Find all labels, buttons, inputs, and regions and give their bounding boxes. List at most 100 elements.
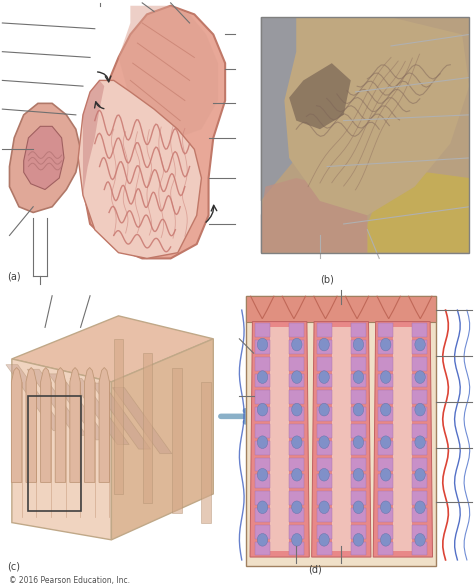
Polygon shape [412, 491, 428, 505]
Polygon shape [289, 390, 304, 404]
Text: © 2016 Pearson Education, Inc.: © 2016 Pearson Education, Inc. [9, 576, 130, 585]
Polygon shape [393, 328, 412, 551]
Polygon shape [378, 524, 393, 539]
Polygon shape [412, 323, 428, 337]
Polygon shape [378, 340, 393, 354]
Circle shape [319, 371, 329, 383]
Polygon shape [311, 322, 371, 557]
Polygon shape [317, 424, 332, 438]
Polygon shape [6, 364, 65, 431]
Polygon shape [412, 475, 428, 488]
Polygon shape [289, 475, 304, 488]
Circle shape [353, 338, 364, 351]
Bar [246, 296, 436, 565]
Circle shape [292, 436, 302, 448]
Polygon shape [351, 424, 366, 438]
Polygon shape [351, 407, 366, 421]
Polygon shape [255, 458, 270, 471]
Polygon shape [255, 441, 270, 455]
Polygon shape [289, 357, 304, 371]
Circle shape [257, 403, 268, 416]
Polygon shape [289, 441, 304, 455]
Polygon shape [378, 407, 393, 421]
Polygon shape [378, 458, 393, 471]
Circle shape [353, 501, 364, 513]
Polygon shape [261, 17, 320, 201]
Polygon shape [351, 390, 366, 404]
Polygon shape [317, 374, 332, 387]
Polygon shape [91, 383, 151, 449]
Polygon shape [412, 508, 428, 522]
Polygon shape [351, 491, 366, 505]
Polygon shape [317, 323, 332, 337]
Polygon shape [289, 374, 304, 387]
Polygon shape [255, 407, 270, 421]
Polygon shape [70, 367, 80, 482]
Polygon shape [289, 541, 304, 556]
Polygon shape [412, 524, 428, 539]
Text: (c): (c) [7, 561, 20, 571]
Polygon shape [412, 441, 428, 455]
Polygon shape [118, 6, 218, 138]
Circle shape [319, 501, 329, 513]
Polygon shape [317, 475, 332, 488]
Polygon shape [12, 359, 111, 540]
Circle shape [257, 436, 268, 448]
Circle shape [381, 371, 391, 383]
Bar [261, 17, 469, 253]
Polygon shape [11, 367, 22, 482]
Polygon shape [289, 63, 351, 129]
Polygon shape [378, 508, 393, 522]
Polygon shape [412, 458, 428, 471]
Circle shape [353, 436, 364, 448]
Polygon shape [351, 524, 366, 539]
Polygon shape [378, 390, 393, 404]
Polygon shape [55, 367, 65, 482]
Polygon shape [99, 367, 109, 482]
Circle shape [381, 403, 391, 416]
Polygon shape [317, 340, 332, 354]
Circle shape [319, 403, 329, 416]
Circle shape [353, 371, 364, 383]
Polygon shape [112, 388, 172, 454]
Polygon shape [261, 178, 367, 253]
Circle shape [381, 436, 391, 448]
Circle shape [415, 468, 425, 481]
Polygon shape [255, 475, 270, 488]
Polygon shape [289, 340, 304, 354]
Polygon shape [111, 339, 213, 540]
Polygon shape [289, 491, 304, 505]
Circle shape [381, 501, 391, 513]
Polygon shape [172, 367, 182, 513]
Circle shape [381, 468, 391, 481]
Circle shape [257, 371, 268, 383]
Circle shape [292, 338, 302, 351]
Polygon shape [317, 441, 332, 455]
Polygon shape [378, 491, 393, 505]
Polygon shape [412, 340, 428, 354]
Polygon shape [255, 491, 270, 505]
Polygon shape [255, 424, 270, 438]
Polygon shape [255, 524, 270, 539]
Circle shape [319, 338, 329, 351]
Circle shape [353, 533, 364, 546]
Text: (b): (b) [320, 274, 334, 284]
Circle shape [292, 468, 302, 481]
Polygon shape [255, 374, 270, 387]
Circle shape [257, 338, 268, 351]
Circle shape [415, 501, 425, 513]
Text: (d): (d) [308, 564, 322, 574]
Polygon shape [289, 508, 304, 522]
Polygon shape [378, 374, 393, 387]
Bar [28, 396, 81, 511]
Polygon shape [351, 323, 366, 337]
Polygon shape [24, 127, 64, 189]
Polygon shape [289, 524, 304, 539]
Circle shape [319, 436, 329, 448]
Circle shape [257, 533, 268, 546]
Polygon shape [255, 323, 270, 337]
Polygon shape [317, 524, 332, 539]
Polygon shape [317, 357, 332, 371]
Circle shape [257, 468, 268, 481]
Polygon shape [27, 369, 86, 435]
